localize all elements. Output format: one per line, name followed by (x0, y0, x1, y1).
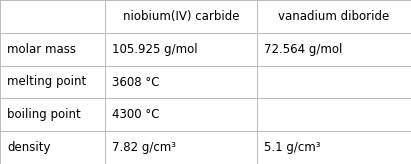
Text: boiling point: boiling point (7, 108, 81, 121)
Text: 7.82 g/cm³: 7.82 g/cm³ (112, 141, 176, 154)
Text: niobium(IV) carbide: niobium(IV) carbide (122, 10, 239, 23)
Text: molar mass: molar mass (7, 43, 76, 56)
Text: density: density (7, 141, 51, 154)
Text: vanadium diboride: vanadium diboride (278, 10, 390, 23)
Text: 3608 °C: 3608 °C (112, 75, 160, 89)
Text: 105.925 g/mol: 105.925 g/mol (112, 43, 198, 56)
Text: melting point: melting point (7, 75, 87, 89)
Text: 4300 °C: 4300 °C (112, 108, 160, 121)
Text: 72.564 g/mol: 72.564 g/mol (264, 43, 343, 56)
Text: 5.1 g/cm³: 5.1 g/cm³ (264, 141, 321, 154)
